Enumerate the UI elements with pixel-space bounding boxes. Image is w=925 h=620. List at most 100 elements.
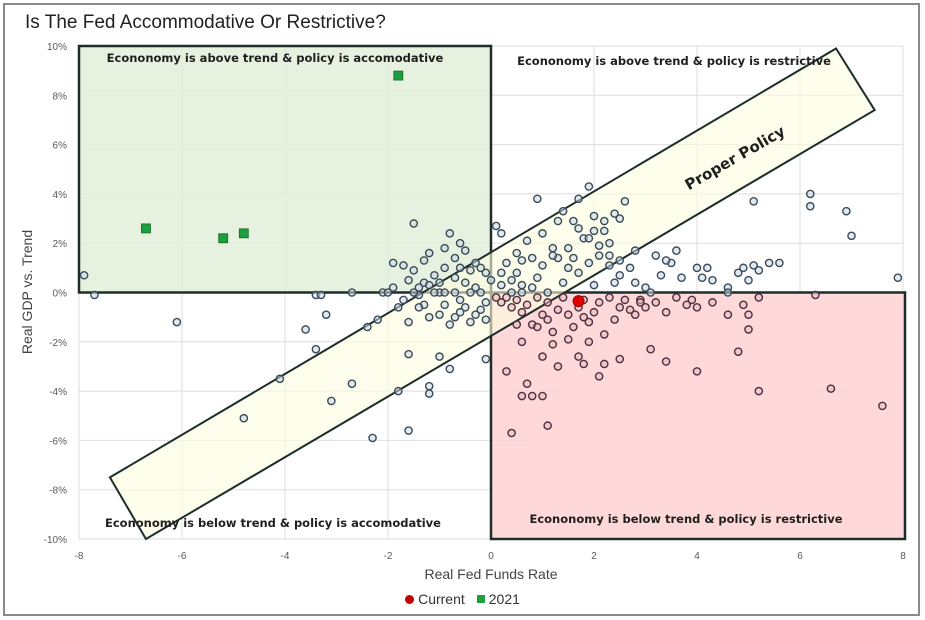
data-point	[522, 236, 532, 246]
legend-label-current: Current	[418, 591, 465, 608]
data-point	[538, 310, 547, 319]
y-tick-label: 8%	[53, 91, 68, 102]
data-point	[569, 253, 578, 263]
y-tick-label: 2%	[53, 239, 68, 250]
data-point	[512, 248, 522, 258]
data-point	[661, 256, 671, 265]
data-point	[553, 362, 563, 371]
data-point	[656, 270, 666, 280]
data-point	[414, 283, 424, 292]
data-point	[723, 310, 733, 319]
data-point	[584, 337, 594, 347]
axis-ticks: -8 -6 -4 -2 0 2 4 6 8 10% 8% 6% 4% 2% 0% -2% -4% -6% -8% -1…	[44, 42, 907, 562]
data-point	[445, 364, 455, 374]
data-point	[703, 263, 712, 273]
data-point	[605, 293, 614, 302]
data-point	[466, 266, 475, 275]
data-point	[409, 288, 419, 297]
data-point	[533, 194, 542, 204]
chart-title: Is The Fed Accommodative Or Restrictive?	[25, 12, 386, 33]
data-point	[368, 433, 377, 443]
data-point	[543, 298, 552, 307]
data-point	[610, 209, 619, 218]
data-point	[682, 300, 692, 310]
data-point	[574, 268, 583, 278]
data-point	[373, 315, 383, 324]
data-point	[744, 275, 753, 285]
data-point	[507, 428, 516, 438]
data-point	[754, 293, 764, 302]
data-point	[574, 194, 583, 204]
data-point	[455, 238, 465, 248]
data-point	[517, 280, 527, 290]
data-point	[476, 263, 486, 273]
data-point	[605, 251, 614, 260]
data-point	[481, 354, 491, 364]
data-point	[502, 258, 511, 268]
data-point	[450, 253, 460, 263]
legend-label-2021: 2021	[488, 591, 520, 608]
data-point	[749, 261, 758, 270]
data-point	[471, 310, 480, 319]
data-point	[435, 310, 444, 319]
data-point	[476, 305, 486, 315]
data-point	[383, 288, 393, 297]
data-point	[424, 381, 434, 391]
legend: Current 2021	[0, 590, 925, 607]
data-point	[739, 263, 748, 273]
data-point	[594, 298, 604, 307]
data-point	[450, 273, 460, 283]
data-point	[553, 216, 563, 226]
data-point	[543, 315, 552, 324]
data-point	[538, 229, 547, 238]
data-point	[409, 219, 419, 228]
data-point	[708, 275, 717, 285]
data-point	[672, 246, 681, 255]
data-point	[641, 283, 650, 292]
data-point	[491, 293, 501, 302]
data-point	[435, 352, 444, 361]
data-point	[625, 263, 635, 273]
data-point	[517, 288, 527, 297]
data-point	[589, 211, 599, 221]
data-point	[893, 273, 903, 283]
data-point	[430, 270, 439, 280]
data-point	[507, 288, 516, 297]
data-point	[605, 261, 614, 270]
data-point	[507, 275, 516, 285]
data-point	[630, 310, 640, 319]
data-point	[548, 251, 558, 260]
data-point	[486, 275, 496, 285]
data-point	[440, 288, 449, 297]
data-point	[393, 302, 403, 312]
data-point-2021	[238, 228, 249, 239]
data-point	[404, 426, 413, 435]
proper-policy-band	[108, 47, 877, 541]
data-point	[878, 401, 887, 411]
data-point	[79, 270, 89, 280]
data-point	[563, 335, 573, 344]
data-point	[594, 241, 604, 250]
data-point	[806, 189, 815, 199]
data-point	[424, 389, 434, 398]
data-point	[496, 298, 506, 307]
data-point	[450, 288, 460, 297]
data-point	[533, 273, 542, 283]
data-point	[574, 352, 583, 361]
data-point	[399, 261, 408, 270]
legend-marker-current	[405, 594, 415, 604]
data-point	[471, 283, 480, 292]
data-point	[620, 196, 630, 206]
x-tick-label: -2	[384, 551, 393, 562]
regions	[77, 44, 907, 541]
data-point	[440, 263, 449, 273]
data-point	[466, 288, 475, 297]
data-point	[527, 253, 537, 263]
data-point	[548, 327, 558, 337]
data-point	[301, 325, 310, 334]
annotation-bottom-left: Econonomy is below trend & policy is acc…	[105, 516, 441, 530]
x-tick-label: -6	[178, 551, 187, 562]
data-point	[481, 298, 491, 307]
data-point	[311, 344, 321, 354]
data-point	[615, 302, 625, 312]
